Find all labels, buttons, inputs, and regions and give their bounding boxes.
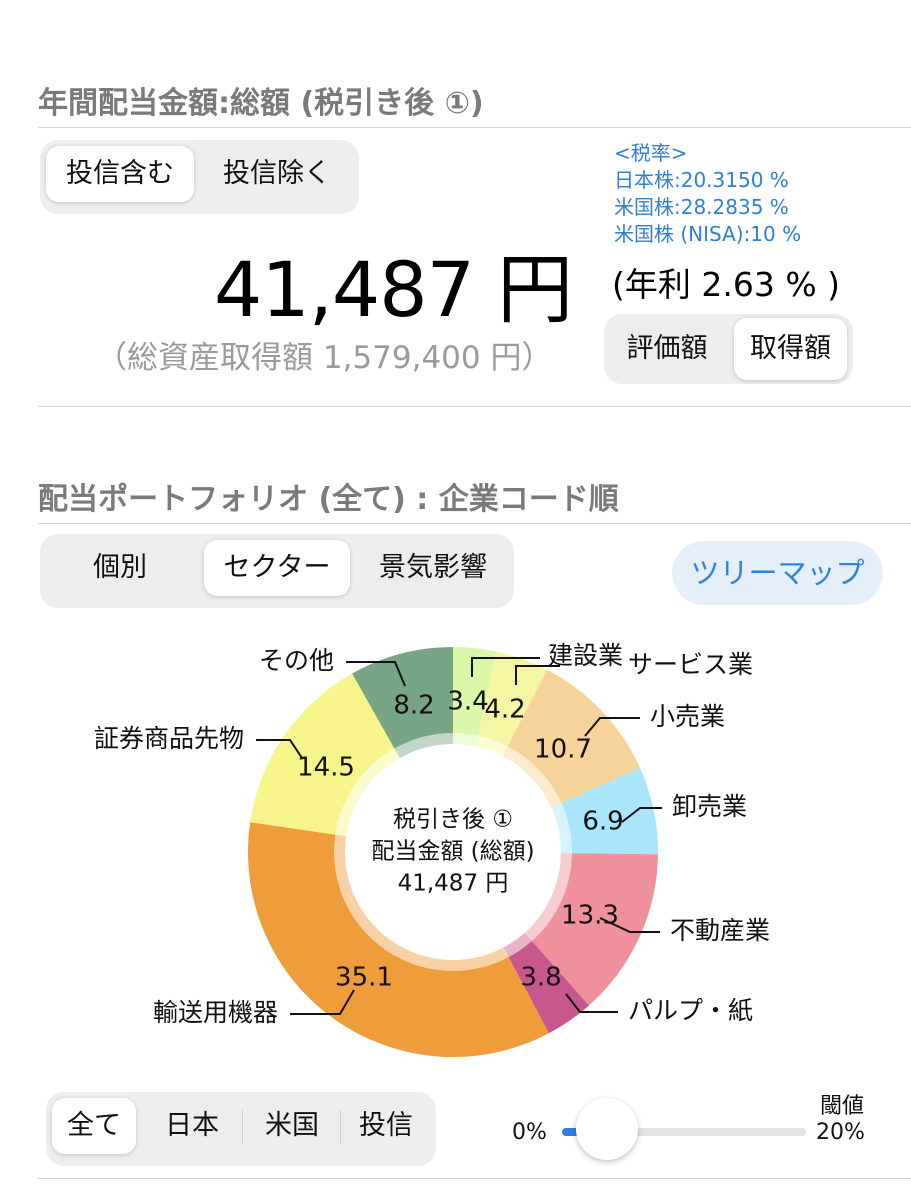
slice-leader-line	[584, 717, 640, 737]
include-funds-button[interactable]: 投信含む	[46, 146, 194, 202]
tab-separator	[242, 1110, 243, 1144]
donut-center-label: 配当金額 (総額)	[371, 839, 534, 865]
slice-7[interactable]	[250, 673, 400, 837]
slice-category-label: パルプ・紙	[628, 996, 753, 1025]
section-divider	[38, 523, 911, 524]
valuation-basis-button[interactable]: 評価額	[626, 333, 708, 364]
section-divider	[38, 1178, 911, 1179]
acquisition-basis-button[interactable]: 取得額	[734, 318, 847, 380]
tax-rate-us: 米国株:28.2835 %	[614, 195, 789, 219]
slice-value-label: 35.1	[335, 963, 393, 993]
slice-3[interactable]	[551, 768, 658, 855]
slice-value-label: 3.4	[447, 687, 488, 717]
threshold-slider-track[interactable]	[562, 1128, 806, 1136]
annual-yield: (年利 2.63 % )	[612, 265, 841, 304]
slice-8[interactable]	[352, 647, 453, 758]
fund-toggle: 投信含む 投信除く	[40, 140, 359, 214]
dividend-section-title: 年間配当金額:総額 (税引き後 ①)	[38, 86, 484, 121]
donut-hole	[349, 748, 557, 956]
slice-category-label: その他	[259, 646, 334, 675]
slice-leader-line	[256, 739, 303, 759]
region-tabs: 全て 日本 米国 投信	[46, 1092, 436, 1166]
slice-1[interactable]	[475, 651, 548, 757]
slice-leader-line	[515, 665, 560, 685]
view-tabs: 個別 セクター 景気影響	[40, 534, 514, 608]
tab-individual[interactable]: 個別	[93, 552, 147, 583]
slice-leader-line	[621, 807, 662, 823]
slice-value-label: 8.2	[393, 691, 434, 721]
tab-funds[interactable]: 投信	[359, 1110, 413, 1141]
tab-us[interactable]: 米国	[265, 1110, 319, 1141]
slice-category-label: サービス業	[628, 650, 753, 679]
treemap-button[interactable]: ツリーマップ	[672, 541, 883, 605]
tax-rate-header: <税率>	[614, 141, 688, 165]
tab-all[interactable]: 全て	[52, 1098, 136, 1154]
tax-rate-japan: 日本株:20.3150 %	[614, 168, 789, 192]
threshold-slider-knob[interactable]	[576, 1098, 638, 1160]
tab-separator	[340, 1110, 341, 1144]
portfolio-section-title: 配当ポートフォリオ (全て) : 企業コード順	[38, 482, 619, 517]
slice-value-label: 3.8	[520, 963, 561, 993]
slice-category-label: 不動産業	[670, 916, 770, 945]
slice-5[interactable]	[503, 932, 589, 1034]
donut-inner-ring	[334, 733, 572, 971]
slice-category-label: 小売業	[650, 702, 725, 731]
slice-value-label: 14.5	[297, 753, 355, 783]
slice-leader-line	[346, 661, 406, 687]
tab-sector[interactable]: セクター	[204, 540, 350, 596]
slice-value-label: 4.2	[484, 695, 525, 725]
tax-rate-us-nisa: 米国株 (NISA):10 %	[614, 222, 802, 246]
tax-rates: <税率> 日本株:20.3150 % 米国株:28.2835 % 米国株 (NI…	[614, 140, 801, 248]
threshold-min-label: 0%	[512, 1120, 547, 1145]
slice-value-label: 13.3	[561, 901, 619, 931]
slice-leader-line	[290, 989, 355, 1015]
slice-category-label: 卸売業	[672, 792, 747, 821]
slice-value-label: 10.7	[534, 735, 592, 765]
exclude-funds-button[interactable]: 投信除く	[223, 158, 331, 189]
donut-center-label: 41,487 円	[398, 871, 509, 897]
section-divider	[38, 406, 911, 407]
slice-leader-line	[599, 917, 660, 933]
annual-dividend-amount: 41,487 円	[214, 245, 573, 334]
threshold-label: 閾値	[820, 1094, 865, 1119]
slice-leader-line	[471, 657, 540, 677]
section-divider	[38, 127, 911, 128]
slice-6[interactable]	[248, 822, 549, 1057]
slice-leader-line	[565, 993, 618, 1013]
donut-center-label: 税引き後 ①	[393, 807, 513, 833]
tab-economic-impact[interactable]: 景気影響	[379, 552, 487, 583]
tab-japan[interactable]: 日本	[165, 1110, 219, 1141]
slice-value-label: 6.9	[582, 807, 623, 837]
slice-category-label: 証券商品先物	[94, 724, 244, 753]
total-acquisition-amount: （総資産取得額 1,579,400 円）	[96, 340, 553, 376]
slice-0[interactable]	[453, 647, 497, 747]
basis-toggle: 評価額 取得額	[604, 314, 853, 384]
threshold-max-label: 20%	[816, 1120, 865, 1145]
slice-category-label: 建設業	[548, 641, 623, 670]
slice-category-label: 輸送用機器	[153, 998, 278, 1027]
